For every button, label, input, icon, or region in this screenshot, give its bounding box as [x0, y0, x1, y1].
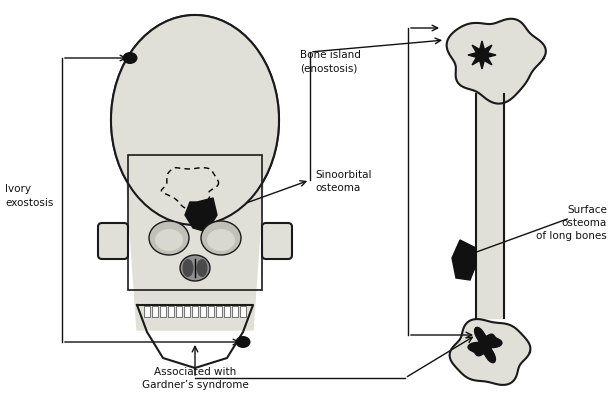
FancyBboxPatch shape	[98, 223, 128, 259]
Ellipse shape	[111, 15, 279, 225]
Bar	[176, 306, 182, 317]
Bar	[232, 306, 238, 317]
Bar	[152, 306, 158, 317]
Text: Associated with
Gardner’s syndrome: Associated with Gardner’s syndrome	[141, 367, 248, 390]
Polygon shape	[123, 130, 267, 330]
Ellipse shape	[122, 52, 138, 64]
Bar	[184, 306, 190, 317]
Ellipse shape	[111, 15, 279, 225]
Polygon shape	[450, 319, 531, 385]
Ellipse shape	[207, 229, 235, 251]
Bar	[208, 306, 214, 317]
Bar	[216, 306, 222, 317]
Text: Bone island
(enostosis): Bone island (enostosis)	[300, 50, 361, 73]
FancyBboxPatch shape	[262, 223, 292, 259]
Polygon shape	[447, 19, 546, 104]
Text: Ivory
exostosis: Ivory exostosis	[5, 184, 53, 208]
Polygon shape	[476, 94, 504, 318]
Text: Sinoorbital
osteoma: Sinoorbital osteoma	[315, 170, 371, 193]
Polygon shape	[185, 198, 217, 232]
Ellipse shape	[236, 336, 250, 348]
Bar	[224, 306, 230, 317]
Polygon shape	[468, 41, 496, 69]
Bar	[128, 155, 262, 290]
Bar	[168, 306, 174, 317]
Bar	[160, 306, 166, 317]
Ellipse shape	[182, 259, 193, 277]
Polygon shape	[452, 240, 476, 280]
Ellipse shape	[149, 221, 189, 255]
Bar	[200, 306, 206, 317]
Ellipse shape	[180, 255, 210, 281]
Polygon shape	[468, 327, 502, 362]
Text: Surface
osteoma
of long bones: Surface osteoma of long bones	[536, 205, 607, 242]
Bar	[144, 306, 150, 317]
Bar	[240, 306, 246, 317]
Ellipse shape	[201, 221, 241, 255]
Ellipse shape	[196, 259, 207, 277]
Bar	[192, 306, 198, 317]
Ellipse shape	[155, 229, 183, 251]
